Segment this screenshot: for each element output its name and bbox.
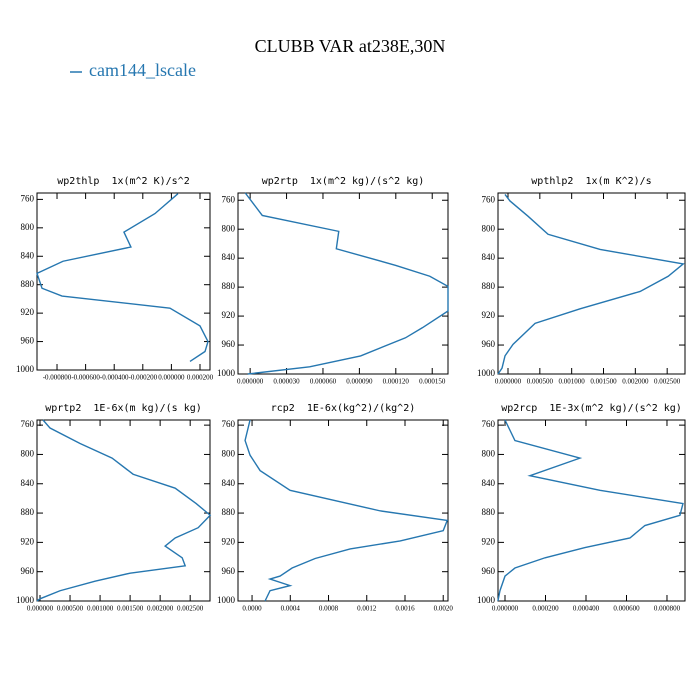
- y-tick-label: 760: [222, 419, 236, 429]
- x-tick-label: 0.000150: [419, 378, 446, 386]
- y-tick-label: 960: [21, 566, 35, 576]
- y-tick-label: 800: [21, 222, 35, 232]
- plot-frame: [497, 192, 686, 375]
- panel-title: wpthlp2 1x(m K^2)/s: [531, 176, 651, 187]
- x-tick-label: 0.002000: [622, 378, 649, 386]
- x-tick-label: 0.0000: [242, 605, 262, 613]
- panel-title: rcp2 1E-6x(kg^2)/(kg^2): [271, 403, 416, 414]
- x-tick-label: 0.000200: [532, 605, 559, 613]
- y-tick-label: 920: [482, 310, 496, 320]
- y-tick-label: 840: [482, 478, 496, 488]
- legend-label: cam144_lscale: [89, 60, 196, 80]
- plot-frame: [237, 192, 449, 375]
- y-tick-label: 960: [222, 339, 236, 349]
- x-tick-label: 0.000500: [527, 378, 554, 386]
- y-tick-label: 960: [222, 566, 236, 576]
- x-tick-label: 0.000000: [158, 374, 185, 382]
- y-tick-label: 760: [482, 194, 496, 204]
- y-tick-label: 800: [21, 449, 35, 459]
- y-tick-label: 1000: [217, 368, 236, 378]
- y-tick-label: 920: [21, 536, 35, 546]
- x-tick-label: 0.001000: [559, 378, 586, 386]
- x-tick-label: 0.000500: [57, 605, 84, 613]
- x-tick-label: 0.000000: [492, 605, 519, 613]
- y-tick-label: 880: [222, 281, 236, 291]
- chart-title: CLUBB VAR at238E,30N: [255, 36, 446, 56]
- x-tick-label: 0.000000: [27, 605, 54, 613]
- x-tick-label: 0.002000: [147, 605, 174, 613]
- y-tick-label: 920: [21, 307, 35, 317]
- data-line: [36, 193, 209, 363]
- data-line: [36, 419, 212, 602]
- y-tick-label: 1000: [16, 595, 35, 605]
- x-tick-label: 0.0020: [434, 605, 454, 613]
- y-tick-label: 960: [482, 339, 496, 349]
- x-tick-label: 0.000400: [573, 605, 600, 613]
- y-tick-label: 840: [21, 478, 35, 488]
- x-tick-label: 0.000060: [310, 378, 337, 386]
- panel-title: wprtp2 1E-6x(m kg)/(s kg): [45, 403, 202, 414]
- data-line: [497, 194, 685, 375]
- y-tick-label: 920: [222, 310, 236, 320]
- panel-title: wp2thlp 1x(m^2 K)/s^2: [57, 176, 189, 187]
- x-tick-label: 0.002500: [177, 605, 204, 613]
- y-tick-label: 840: [222, 478, 236, 488]
- x-tick-label: 0.000120: [383, 378, 410, 386]
- y-tick-label: 840: [482, 252, 496, 262]
- x-tick-label: 0.000000: [495, 378, 522, 386]
- x-tick-label: 0.0012: [357, 605, 377, 613]
- x-tick-label: 0.001500: [117, 605, 144, 613]
- y-tick-label: 800: [222, 223, 236, 233]
- y-tick-label: 1000: [477, 368, 496, 378]
- y-tick-label: 1000: [16, 364, 35, 374]
- x-tick-label: -0.000200: [129, 374, 158, 382]
- y-tick-label: 1000: [217, 595, 236, 605]
- panel-title: wp2rtp 1x(m^2 kg)/(s^2 kg): [262, 176, 425, 187]
- data-line: [244, 419, 449, 602]
- y-tick-label: 800: [222, 449, 236, 459]
- x-tick-label: 0.000800: [654, 605, 681, 613]
- y-tick-label: 800: [482, 449, 496, 459]
- plot-frame: [497, 419, 686, 602]
- x-tick-label: 0.000030: [273, 378, 300, 386]
- panel-title: wp2rcp 1E-3x(m^2 kg)/(s^2 kg): [501, 403, 682, 414]
- x-tick-label: 0.000600: [613, 605, 640, 613]
- x-tick-label: 0.001500: [590, 378, 617, 386]
- data-line: [497, 419, 684, 602]
- y-tick-label: 800: [482, 223, 496, 233]
- x-tick-label: 0.002500: [654, 378, 681, 386]
- y-tick-label: 880: [482, 281, 496, 291]
- y-tick-label: 960: [482, 566, 496, 576]
- plot-frame: [237, 419, 449, 602]
- x-tick-label: 0.0008: [319, 605, 339, 613]
- y-tick-label: 760: [21, 193, 35, 203]
- x-tick-label: 0.000090: [346, 378, 373, 386]
- x-tick-label: 0.001000: [87, 605, 114, 613]
- plot-frame: [36, 419, 211, 602]
- data-line: [244, 192, 449, 375]
- y-tick-label: 960: [21, 336, 35, 346]
- x-tick-label: 0.0016: [395, 605, 415, 613]
- y-tick-label: 760: [222, 194, 236, 204]
- y-tick-label: 880: [21, 507, 35, 517]
- x-tick-label: 0.0004: [281, 605, 301, 613]
- y-tick-label: 880: [482, 507, 496, 517]
- x-tick-label: -0.000600: [71, 374, 100, 382]
- x-tick-label: -0.000800: [43, 374, 72, 382]
- y-tick-label: 880: [222, 507, 236, 517]
- y-tick-label: 840: [222, 252, 236, 262]
- y-tick-label: 920: [222, 536, 236, 546]
- y-tick-label: 1000: [477, 595, 496, 605]
- y-tick-label: 760: [21, 419, 35, 429]
- y-tick-label: 840: [21, 250, 35, 260]
- y-tick-label: 760: [482, 419, 496, 429]
- x-tick-label: 0.000200: [187, 374, 214, 382]
- x-tick-label: 0.000000: [237, 378, 264, 386]
- y-tick-label: 920: [482, 536, 496, 546]
- plot-frame: [36, 192, 211, 371]
- x-tick-label: -0.000400: [100, 374, 129, 382]
- y-tick-label: 880: [21, 279, 35, 289]
